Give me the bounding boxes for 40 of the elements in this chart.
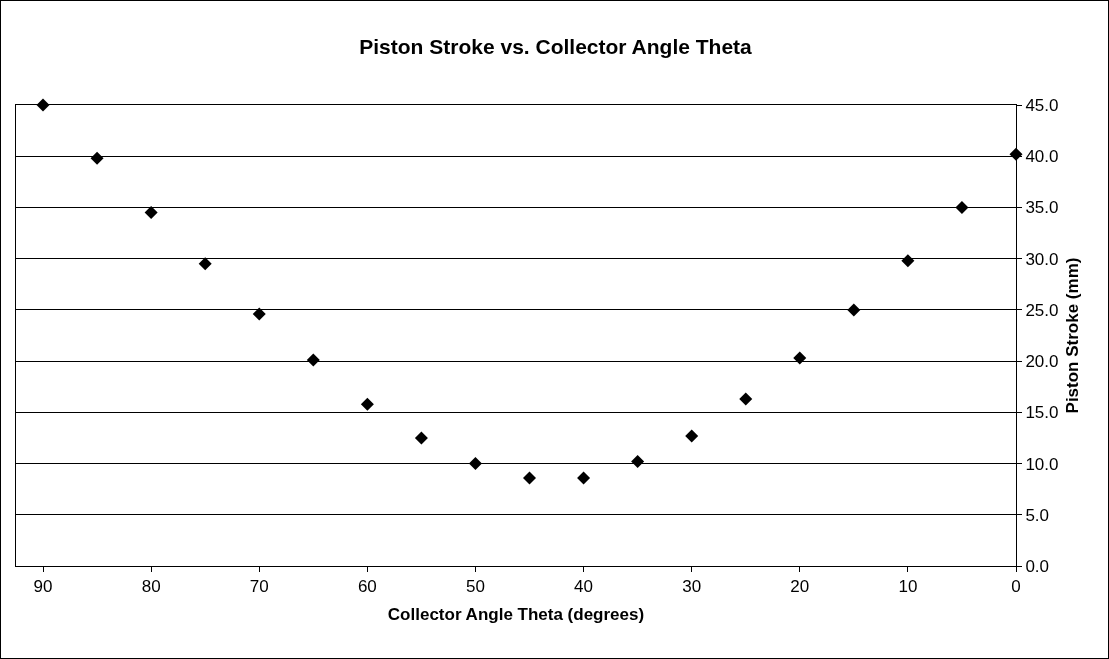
point	[793, 351, 807, 365]
point	[631, 455, 645, 469]
point	[523, 471, 537, 485]
point	[847, 303, 861, 317]
y-tick-label: 15.0	[1025, 403, 1059, 423]
x-tick-label: 40	[574, 577, 594, 597]
x-axis-title: Collector Angle Theta (degrees)	[387, 604, 645, 624]
y-tick-label: 25.0	[1025, 300, 1059, 320]
point	[685, 429, 699, 443]
point	[901, 254, 915, 268]
y-tick-label: 35.0	[1025, 198, 1059, 218]
y-tick-label: 45.0	[1025, 95, 1059, 115]
x-tick-label: 30	[682, 577, 702, 597]
y-tick-label: 20.0	[1025, 352, 1059, 372]
y-axis-title: Piston Stroke (mm)	[1062, 257, 1082, 414]
point	[577, 471, 591, 485]
point	[468, 457, 482, 471]
point	[360, 397, 374, 411]
x-tick-label: 60	[357, 577, 377, 597]
point	[739, 392, 753, 406]
point	[252, 307, 266, 321]
x-tick-label: 90	[33, 577, 53, 597]
y-tick-label: 0.0	[1025, 556, 1050, 576]
x-tick-label: 0	[1011, 577, 1021, 597]
point	[955, 200, 969, 214]
x-tick-label: 70	[249, 577, 269, 597]
point	[414, 431, 428, 445]
point	[306, 353, 320, 367]
point	[198, 257, 212, 271]
y-tick-label: 5.0	[1025, 505, 1050, 525]
x-tick-label: 10	[898, 577, 918, 597]
y-tick-label: 30.0	[1025, 249, 1059, 269]
x-tick-label: 80	[141, 577, 161, 597]
point	[144, 206, 158, 220]
x-tick-label: 20	[790, 577, 810, 597]
y-tick-label: 40.0	[1025, 147, 1059, 167]
y-tick-label: 10.0	[1025, 454, 1059, 474]
point	[90, 151, 104, 165]
x-tick-label: 50	[466, 577, 485, 597]
chart-title: Piston Stroke vs. Collector Angle Theta	[359, 35, 753, 59]
